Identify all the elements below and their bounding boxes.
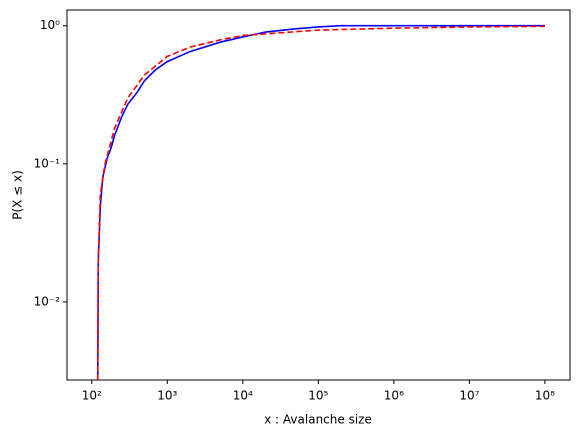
x-tick-label: 10⁶ [384,389,404,403]
x-tick-label: 10⁴ [233,389,253,403]
x-axis-label: x : Avalanche size [264,413,372,427]
series-line [96,25,545,380]
x-tick-label: 10⁸ [535,389,555,403]
y-tick-label: 10⁻¹ [34,156,61,170]
x-tick-label: 10² [82,389,102,403]
y-axis-label: P(X ≤ x) [11,170,25,220]
x-tick-label: 10³ [157,389,177,403]
y-tick-label: 10⁻² [34,294,61,308]
series-line [96,24,545,380]
x-tick-label: 10⁷ [459,389,479,403]
y-tick-label: 10⁰ [40,18,60,32]
plot-frame [66,9,571,381]
x-tick-label: 10⁵ [308,389,328,403]
